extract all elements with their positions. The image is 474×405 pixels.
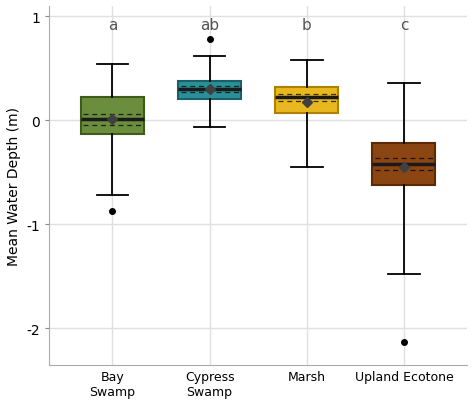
PathPatch shape <box>275 88 338 114</box>
PathPatch shape <box>81 98 144 134</box>
PathPatch shape <box>372 144 436 185</box>
Text: b: b <box>302 18 311 33</box>
PathPatch shape <box>178 81 241 100</box>
Text: ab: ab <box>200 18 219 33</box>
Text: a: a <box>108 18 117 33</box>
Text: c: c <box>400 18 408 33</box>
Y-axis label: Mean Water Depth (m): Mean Water Depth (m) <box>7 107 21 265</box>
